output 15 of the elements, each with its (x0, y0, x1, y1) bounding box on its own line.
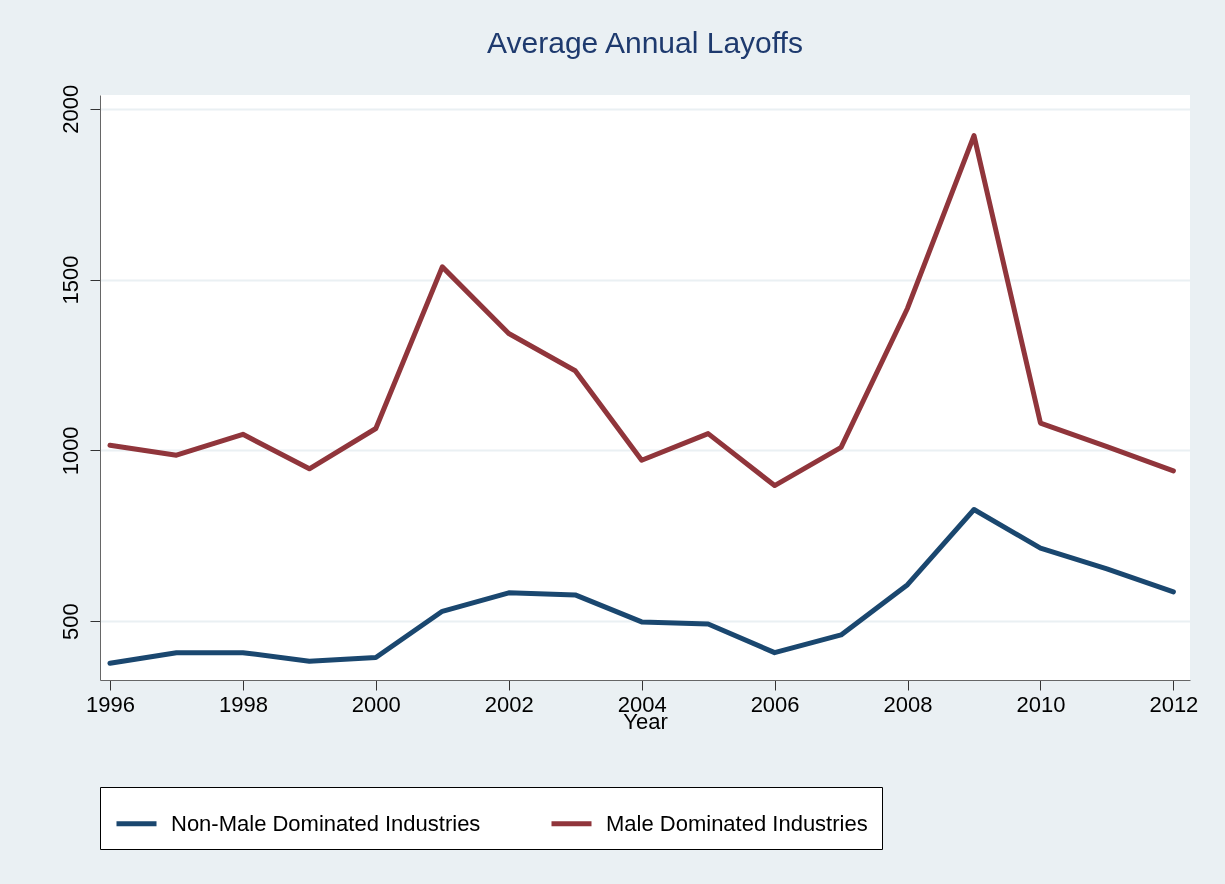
y-tick-label: 500 (57, 603, 83, 641)
x-tick-label: 2012 (1149, 691, 1199, 717)
chart-title: Average Annual Layoffs (487, 26, 803, 60)
legend-label: Male Dominated Industries (606, 810, 868, 836)
y-tick-label: 1500 (57, 255, 83, 305)
legend-label: Non-Male Dominated Industries (171, 810, 481, 836)
x-tick-label: 2006 (750, 691, 800, 717)
x-tick-label: 2010 (1016, 691, 1066, 717)
x-tick-label: 2002 (484, 691, 534, 717)
y-tick-label: 1000 (57, 426, 83, 476)
x-tick-label: 2008 (883, 691, 933, 717)
x-tick-label: 1998 (218, 691, 268, 717)
x-tick-label: 1996 (85, 691, 135, 717)
x-tick-label: 2000 (351, 691, 401, 717)
y-tick-label: 2000 (57, 84, 83, 134)
